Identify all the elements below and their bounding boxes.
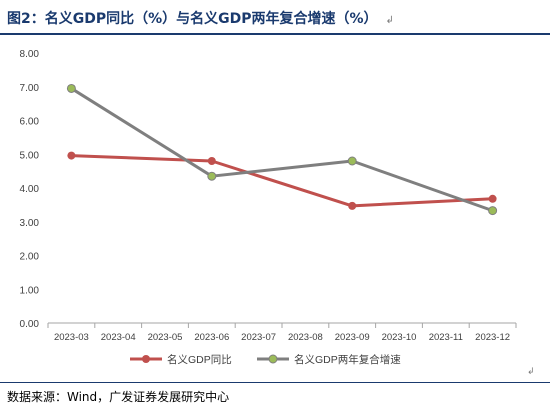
- legend-label: 名义GDP两年复合增速: [294, 353, 401, 366]
- x-tick-label: 2023-03: [54, 332, 89, 343]
- chart-container: 0.00 1.00 2.00 3.00 4.00 5.00 6.00 7.00 8.00 2023…: [0, 36, 550, 378]
- figure-title-bar: 图2：名义GDP同比（%）与名义GDP两年复合增速（%） ↲: [0, 0, 550, 32]
- y-tick-label: 8.00: [20, 49, 40, 60]
- series-1-point: [348, 201, 357, 210]
- y-tick-label: 3.00: [20, 218, 40, 229]
- x-tick-label: 2023-09: [335, 332, 370, 343]
- series-2-point: [347, 156, 357, 166]
- source-note: 数据来源：Wind，广发证券发展研究中心: [7, 390, 230, 404]
- x-tick-label: 2023-06: [194, 332, 229, 343]
- series-2-point: [488, 206, 498, 216]
- series-1-point: [67, 151, 76, 160]
- y-tick-label: 2.00: [20, 252, 40, 263]
- series-1-point: [207, 157, 216, 165]
- x-tick-label: 2023-04: [101, 332, 136, 343]
- figure-title: 图2：名义GDP同比（%）与名义GDP两年复合增速（%） ↲: [7, 11, 394, 27]
- x-tick-label: 2023-07: [241, 332, 276, 343]
- paragraph-mark-icon: ↲: [385, 15, 394, 26]
- title-divider: [0, 33, 550, 35]
- x-tick-label: 2023-11: [429, 332, 463, 343]
- y-tick-label: 5.00: [20, 150, 40, 161]
- series-line-2: [70, 87, 494, 213]
- legend-swatch-marker: [268, 354, 278, 364]
- legend-swatch-marker: [142, 355, 150, 363]
- y-tick-label: 6.00: [20, 117, 40, 128]
- paragraph-mark-icon: ↲: [527, 367, 535, 377]
- y-tick-label: 1.00: [20, 285, 40, 296]
- series-line-1: [71, 154, 493, 208]
- line-chart: 0.00 1.00 2.00 3.00 4.00 5.00 6.00 7.00 8.00 2023…: [20, 49, 517, 366]
- series-2-point: [207, 171, 217, 181]
- x-tick-label: 2023-05: [148, 332, 183, 343]
- x-tick-label: 2023-10: [382, 332, 417, 343]
- x-tick-label: 2023-12: [475, 332, 510, 343]
- x-tick-label: 2023-08: [288, 332, 323, 343]
- y-tick-label: 4.00: [20, 184, 40, 195]
- series-2-point: [66, 83, 76, 93]
- legend-label: 名义GDP同比: [167, 353, 232, 366]
- y-tick-label: 0.00: [20, 319, 40, 330]
- y-tick-label: 7.00: [20, 83, 40, 94]
- series-1-point: [488, 194, 497, 203]
- source-divider: [0, 382, 550, 383]
